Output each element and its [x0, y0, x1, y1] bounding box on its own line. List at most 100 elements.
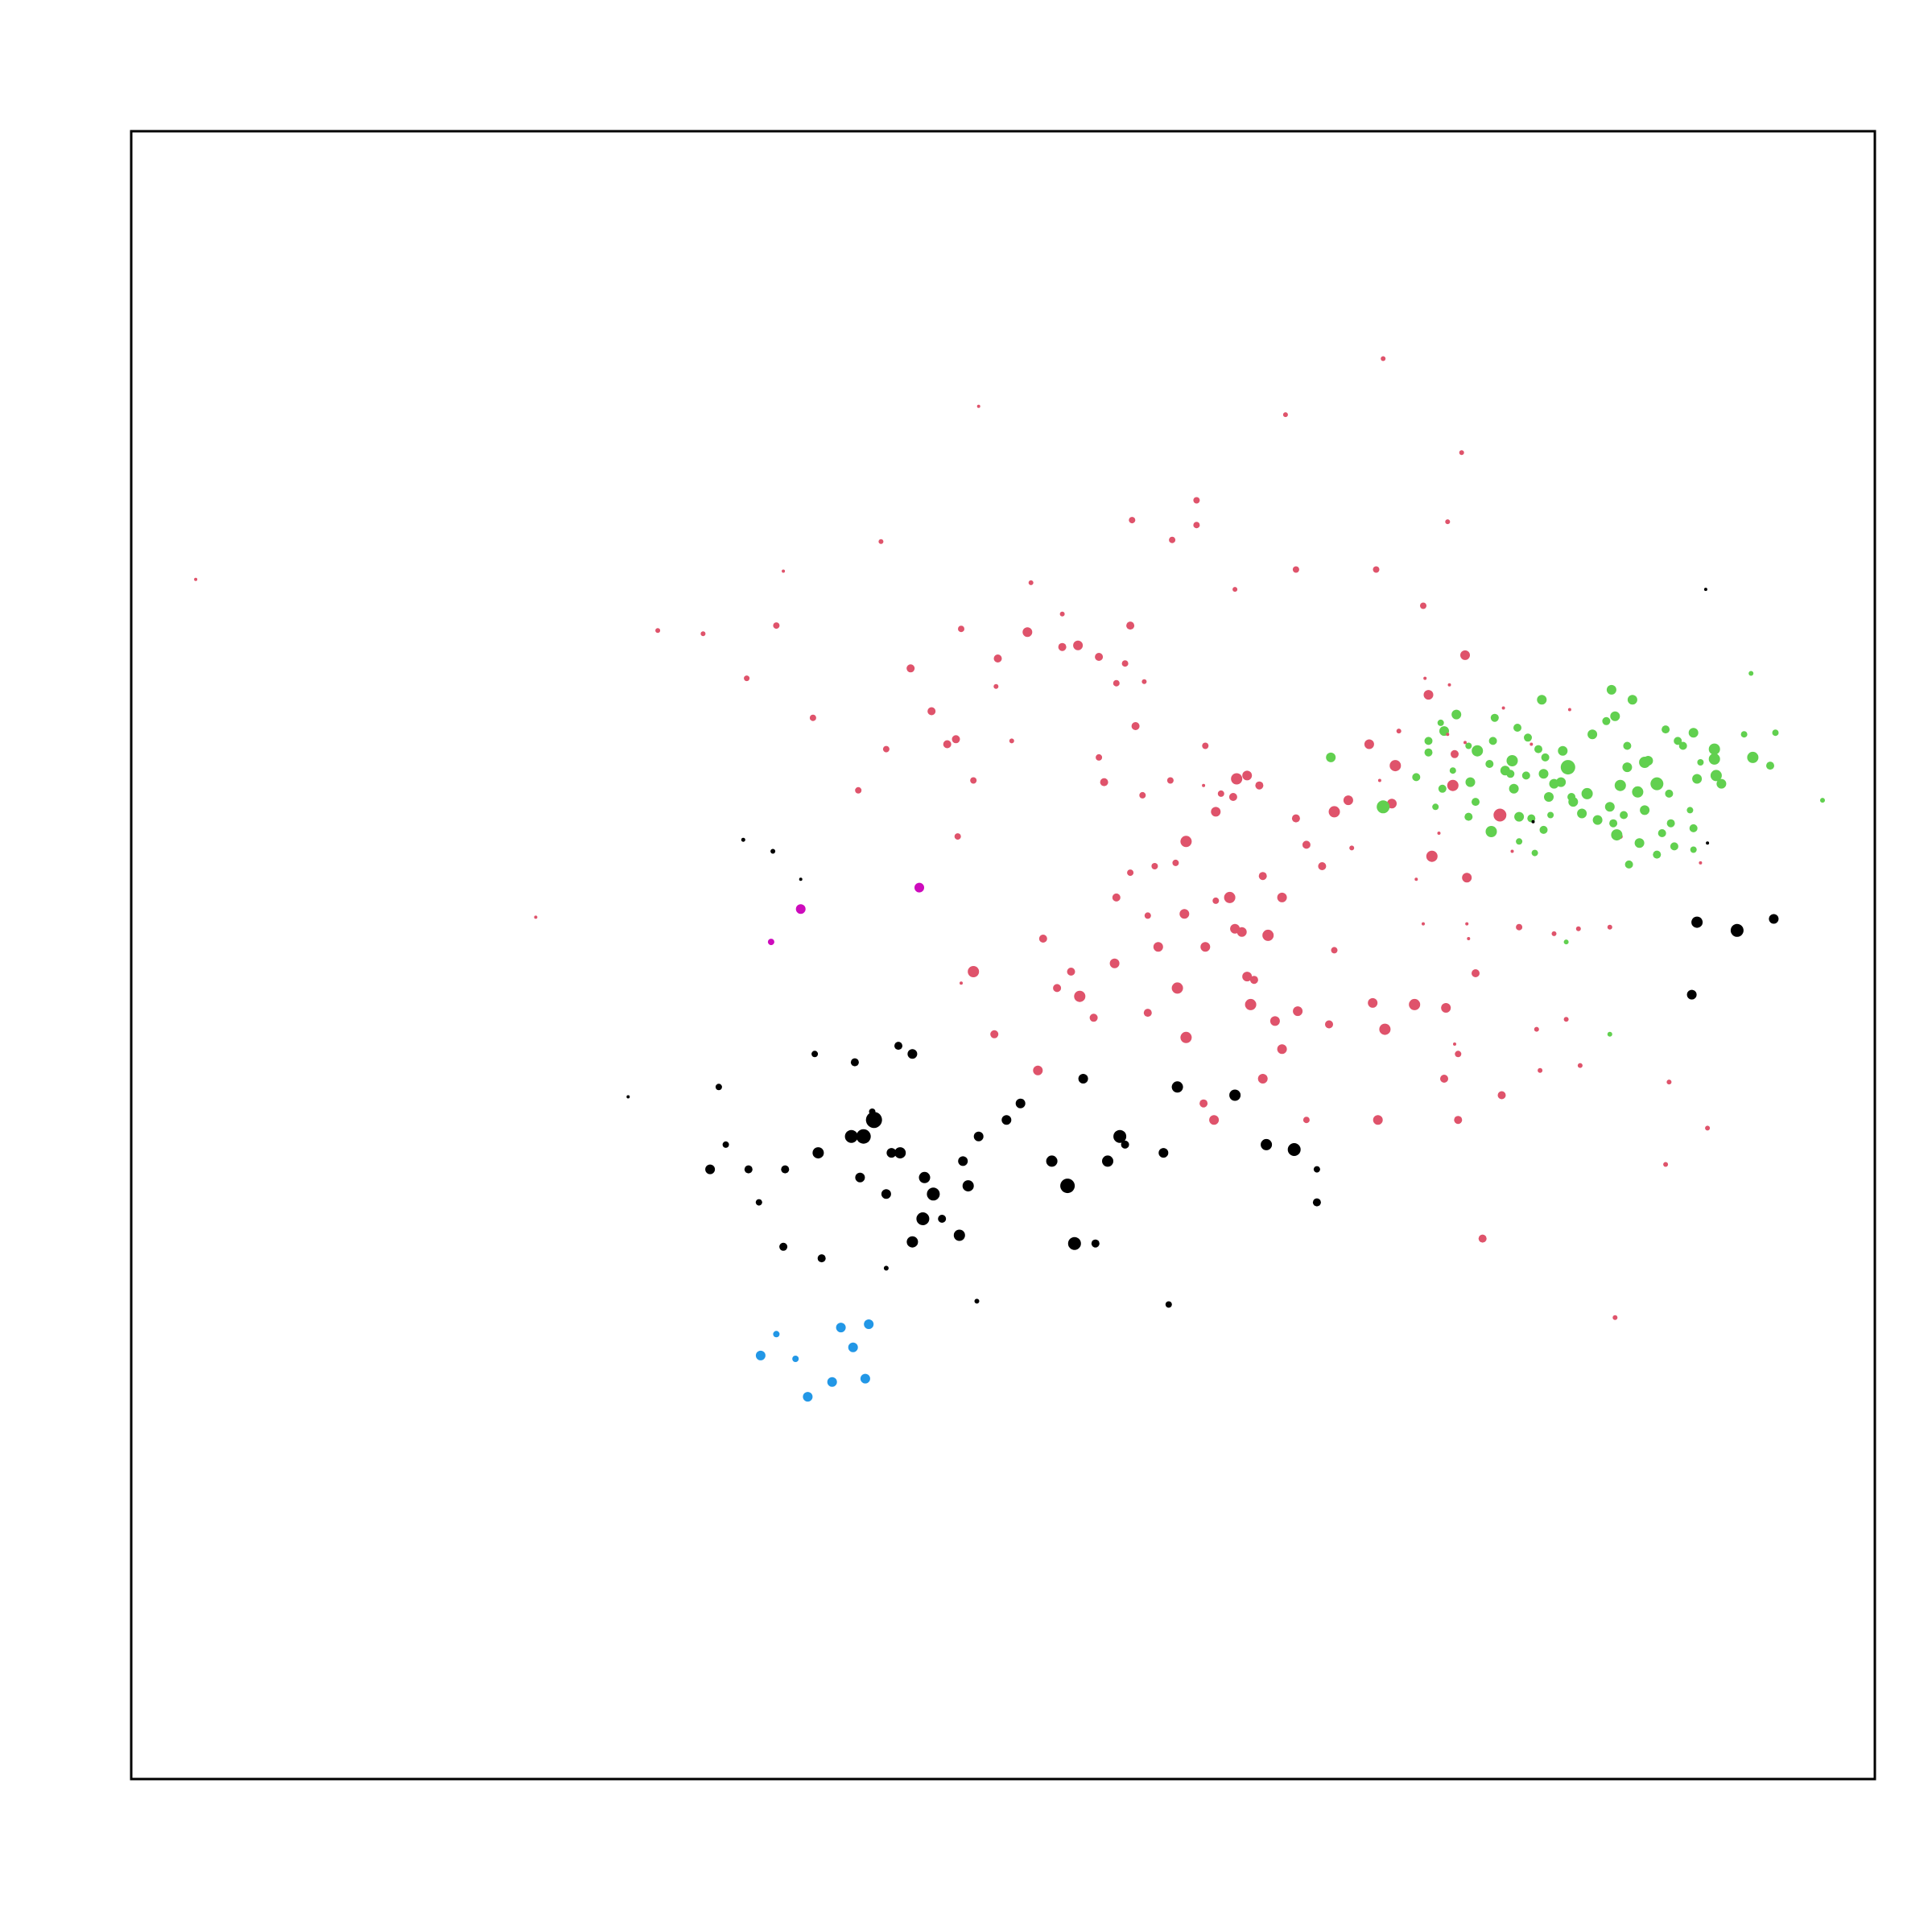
scatter-point: [1038, 935, 1047, 943]
scatter-point: [1467, 937, 1471, 940]
scatter-point: [1059, 611, 1065, 617]
scatter-point: [1622, 762, 1633, 773]
scatter-point: [974, 1298, 980, 1304]
scatter-point: [795, 904, 806, 914]
scatter-point: [1602, 716, 1611, 725]
scatter-point: [1199, 1099, 1208, 1108]
scatter-point: [1670, 842, 1678, 851]
scatter-point: [1534, 1026, 1539, 1032]
scatter-point: [817, 1254, 826, 1263]
scatter-point: [1607, 1031, 1612, 1037]
scatter-point: [1538, 1067, 1543, 1073]
scatter-point: [1691, 916, 1703, 928]
scatter-point: [1033, 1065, 1043, 1075]
scatter-point: [1663, 1162, 1669, 1167]
scatter-point: [1459, 450, 1464, 456]
scatter-point: [194, 577, 198, 581]
scatter-point: [1242, 770, 1253, 781]
scatter-point: [864, 1319, 874, 1329]
scatter-point: [1046, 1155, 1058, 1167]
scatter-point: [1053, 984, 1062, 993]
scatter-point: [1493, 808, 1507, 822]
scatter-point: [1513, 724, 1521, 732]
scatter-point: [1692, 774, 1703, 784]
scatter-point: [1549, 778, 1559, 789]
scatter-point: [1686, 989, 1697, 1000]
scatter-point: [1091, 1239, 1100, 1248]
scatter-point: [1730, 923, 1744, 937]
scatter-point: [1193, 522, 1200, 529]
scatter-point: [1302, 840, 1311, 849]
scatter-point: [1640, 805, 1650, 815]
scatter-point: [1228, 793, 1237, 801]
scatter-point: [1462, 873, 1472, 883]
scatter-point: [1028, 580, 1034, 585]
scatter-point: [1538, 769, 1549, 779]
scatter-point: [1373, 566, 1380, 573]
scatter-point: [907, 1049, 918, 1059]
scatter-point: [1581, 787, 1593, 799]
scatter-point: [1257, 1074, 1268, 1084]
scatter-point: [1143, 1009, 1152, 1018]
scatter-point: [993, 654, 1002, 663]
scatter-point: [1349, 845, 1355, 851]
scatter-point: [1686, 807, 1694, 814]
scatter-point: [883, 1265, 889, 1271]
scatter-point: [1262, 929, 1274, 941]
scatter-point: [1516, 838, 1523, 845]
scatter-point: [865, 1112, 882, 1129]
scatter-point: [1158, 1148, 1169, 1158]
scatter-point: [1524, 733, 1532, 742]
scatter-point: [1488, 737, 1497, 745]
scatter-point: [1547, 811, 1554, 819]
scatter-point: [1575, 926, 1581, 931]
scatter-point: [1716, 778, 1727, 789]
scatter-point: [1820, 798, 1825, 803]
scatter-point: [1607, 924, 1612, 930]
scatter-point: [844, 1129, 858, 1143]
scatter-point: [1302, 1117, 1310, 1124]
scatter-point: [1377, 778, 1381, 782]
scatter-point: [811, 1051, 819, 1058]
scatter-point: [1612, 1315, 1618, 1320]
scatter-point: [1453, 1042, 1456, 1046]
scatter-point: [1465, 922, 1469, 926]
scatter-point: [1688, 728, 1699, 738]
scatter-point: [1460, 650, 1470, 660]
scatter-point: [1171, 982, 1183, 994]
scatter-point: [1772, 729, 1779, 737]
scatter-point: [1541, 753, 1550, 762]
scatter-point: [1067, 1236, 1081, 1250]
scatter-point: [855, 1172, 865, 1183]
scatter-point: [958, 625, 964, 633]
scatter-point: [1463, 741, 1467, 745]
scatter-point: [894, 1147, 906, 1159]
scatter-point: [1472, 798, 1480, 807]
scatter-point: [869, 1108, 876, 1115]
scatter-point: [1291, 814, 1300, 823]
scatter-point: [962, 1180, 974, 1192]
scatter-point: [744, 1165, 753, 1174]
scatter-point: [1113, 679, 1120, 687]
scatter-point: [1255, 781, 1264, 790]
scatter-point: [1277, 1044, 1287, 1055]
scatter-point: [1558, 745, 1568, 756]
scatter-point: [1510, 849, 1514, 853]
scatter-point: [1506, 755, 1518, 766]
scatter-point: [1447, 779, 1459, 791]
scatter-point: [968, 966, 980, 977]
scatter-point: [1665, 789, 1674, 798]
scatter-point: [809, 714, 816, 721]
scatter-point: [1514, 811, 1525, 822]
scatter-point: [1121, 660, 1129, 667]
scatter-point: [1445, 519, 1451, 525]
scatter-point: [850, 1058, 859, 1067]
scatter-point: [906, 664, 915, 673]
scatter-point: [1690, 846, 1697, 853]
scatter-point: [1379, 1023, 1391, 1035]
scatter-point: [1179, 909, 1190, 919]
scatter-point: [1451, 749, 1459, 758]
scatter-point: [1229, 1089, 1241, 1101]
scatter-point: [1769, 914, 1779, 924]
